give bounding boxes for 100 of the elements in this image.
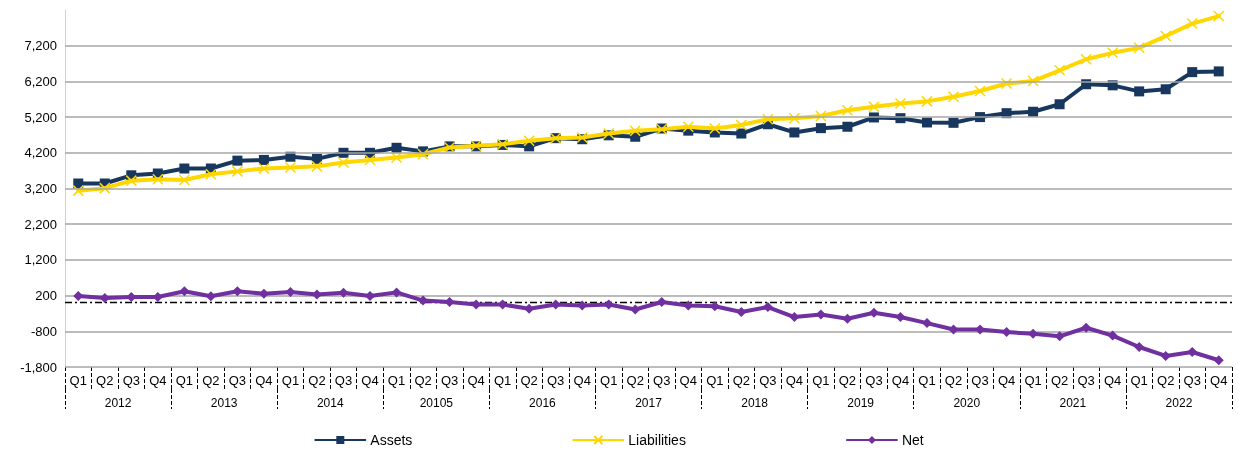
- y-tick-label: 5,200: [24, 109, 57, 125]
- y-tick-label: -800: [30, 323, 57, 339]
- point: [630, 304, 641, 315]
- point: [1107, 330, 1118, 341]
- y-tick-label: 3,200: [24, 181, 57, 196]
- y-tick-label: 1,200: [24, 252, 57, 268]
- x-tick-label: Q4: [1210, 373, 1228, 388]
- x-tick-label: Q2: [520, 373, 538, 388]
- x-tick-label: Q1: [493, 373, 512, 388]
- point: [1213, 66, 1224, 77]
- x-tick-label: Q1: [281, 373, 300, 388]
- x-tick-label: Q3: [759, 373, 777, 388]
- x-tick-label: Q4: [361, 373, 379, 388]
- point: [152, 173, 164, 185]
- point: [1081, 322, 1092, 333]
- point: [1080, 53, 1092, 66]
- point: [99, 182, 111, 194]
- text: 2022: [1165, 396, 1193, 410]
- point: [1160, 84, 1171, 95]
- x-tick-label: Q2: [944, 373, 963, 388]
- x-tick-label: Q4: [467, 373, 485, 388]
- x-tick-label: Q3: [547, 373, 565, 388]
- point: [1212, 10, 1225, 22]
- point: [842, 313, 853, 324]
- point: [1054, 99, 1065, 110]
- x-tick-label: Q4: [997, 373, 1016, 388]
- text: 2021: [1059, 396, 1087, 410]
- text: 2018: [741, 396, 769, 410]
- x-tick-label: Q3: [1183, 373, 1201, 388]
- text: 2020: [953, 396, 981, 410]
- point: [364, 154, 376, 166]
- point: [1159, 30, 1172, 42]
- point: [788, 112, 801, 124]
- x-tick-label: Q2: [732, 373, 750, 388]
- point: [682, 120, 695, 133]
- x-tick-label: Q3: [1077, 373, 1095, 388]
- point: [179, 163, 190, 174]
- point: [947, 91, 960, 103]
- x-tick-label: Q4: [149, 373, 167, 388]
- point: [895, 312, 906, 323]
- x-tick-label: Q3: [122, 373, 140, 388]
- point: [178, 174, 191, 186]
- x-tick-label: Q1: [706, 373, 724, 388]
- text: 20105: [419, 396, 454, 410]
- x-tick-label: Q1: [1130, 373, 1148, 388]
- point: [284, 161, 297, 174]
- x-tick-label: Q2: [1157, 373, 1175, 388]
- text: 2012: [104, 396, 132, 410]
- x-tick-label: Q3: [334, 373, 353, 388]
- x-tick-label: Q1: [812, 373, 830, 388]
- point: [815, 123, 826, 134]
- point: [337, 156, 350, 169]
- point: [1134, 86, 1145, 97]
- point: [656, 297, 667, 308]
- legend-label: Net: [901, 432, 924, 448]
- x-tick-label: Q1: [1024, 373, 1042, 388]
- point: [789, 312, 800, 323]
- point: [762, 113, 774, 125]
- x-tick-label: Q2: [308, 373, 326, 388]
- point: [311, 153, 322, 164]
- text: 2016: [529, 396, 557, 410]
- point: [232, 155, 243, 166]
- x-tick-label: Q4: [891, 373, 910, 388]
- text: 2017: [635, 396, 663, 410]
- point: [921, 117, 932, 128]
- point: [736, 307, 747, 318]
- x-tick-label: Q3: [228, 373, 247, 388]
- x-tick-label: Q1: [69, 373, 87, 388]
- point: [1001, 327, 1012, 338]
- point: [789, 127, 800, 138]
- x-tick-label: Q2: [1050, 373, 1069, 388]
- legend-label: Liabilities: [628, 432, 686, 448]
- text: 2014: [316, 396, 344, 410]
- y-tick-label: 4,200: [24, 145, 57, 161]
- point: [974, 85, 986, 97]
- x-tick-label: Q3: [865, 373, 883, 388]
- point: [1053, 64, 1066, 77]
- x-tick-label: Q4: [255, 373, 273, 388]
- x-tick-label: Q3: [653, 373, 671, 388]
- point: [523, 134, 535, 147]
- point: [1133, 42, 1145, 54]
- point: [736, 128, 747, 139]
- point: [390, 151, 403, 164]
- point: [629, 124, 641, 137]
- legend-label: Assets: [370, 432, 413, 448]
- point: [285, 287, 296, 298]
- point: [125, 174, 138, 187]
- x-tick-label: Q3: [440, 373, 459, 388]
- point: [1000, 77, 1013, 90]
- point: [1186, 17, 1198, 30]
- text: 2019: [847, 396, 875, 410]
- point: [205, 168, 217, 180]
- y-tick-label: 200: [35, 288, 57, 304]
- point: [1187, 347, 1198, 358]
- x-tick-label: Q2: [96, 373, 114, 388]
- x-tick-label: Q1: [175, 373, 194, 388]
- point: [72, 184, 85, 197]
- point: [735, 119, 748, 131]
- point: [311, 160, 323, 173]
- x-tick-label: Q1: [600, 373, 618, 388]
